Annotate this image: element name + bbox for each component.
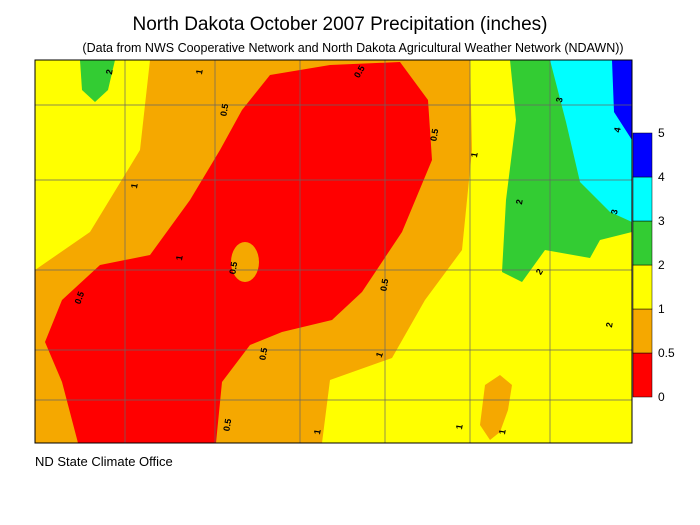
legend-label: 3 xyxy=(658,214,665,228)
contour-label: 0.5 xyxy=(428,128,440,142)
contour-label: 0.5 xyxy=(73,290,87,305)
legend-swatch xyxy=(632,264,653,310)
contour-label: 1 xyxy=(454,424,465,431)
region-4-5 xyxy=(612,60,632,140)
contour-label: 1 xyxy=(174,255,185,262)
region-3-4 xyxy=(550,60,632,222)
footer: ND State Climate Office xyxy=(35,454,173,469)
contour-label: 0.5 xyxy=(221,418,233,432)
region-0.5-1 xyxy=(480,375,512,440)
legend-label: 5 xyxy=(658,126,665,140)
legend-swatch xyxy=(632,132,653,178)
contour-label: 1 xyxy=(374,351,385,359)
contour-label: 0.5 xyxy=(378,278,390,292)
subtitle: (Data from NWS Cooperative Network and N… xyxy=(82,41,623,55)
contour-label: 1 xyxy=(497,429,508,436)
contour-label: 2 xyxy=(514,199,525,206)
legend-label: 0.5 xyxy=(658,346,675,360)
contour-label: 1 xyxy=(194,69,205,76)
legend-label: 2 xyxy=(658,258,665,272)
legend-label: 0 xyxy=(658,390,665,404)
region-0.5-1 xyxy=(231,242,259,282)
contour-label: 0.5 xyxy=(227,261,239,275)
contour-label: 1 xyxy=(469,152,480,159)
contour-label: 2 xyxy=(104,69,115,76)
map xyxy=(34,59,633,444)
contour-label: 1 xyxy=(312,429,323,436)
title: North Dakota October 2007 Precipitation … xyxy=(132,14,547,35)
contour-label: 3 xyxy=(554,97,565,104)
contour-label: 4 xyxy=(612,127,623,134)
contour-label: 3 xyxy=(609,209,620,216)
legend-label: 4 xyxy=(658,170,665,184)
legend-label: 1 xyxy=(658,302,665,316)
contour-label: 0.5 xyxy=(218,103,230,117)
contour-label: 2 xyxy=(604,322,615,329)
county-lines xyxy=(35,60,632,443)
contour-label: 1 xyxy=(129,183,140,190)
legend-swatch xyxy=(632,352,653,398)
map-border xyxy=(34,59,633,444)
region-2-3 xyxy=(80,60,115,102)
contour-label: 0.5 xyxy=(257,347,269,361)
legend-swatch xyxy=(632,176,653,222)
legend-swatch xyxy=(632,220,653,266)
legend-swatch xyxy=(632,308,653,354)
contour-label: 2 xyxy=(534,267,545,276)
